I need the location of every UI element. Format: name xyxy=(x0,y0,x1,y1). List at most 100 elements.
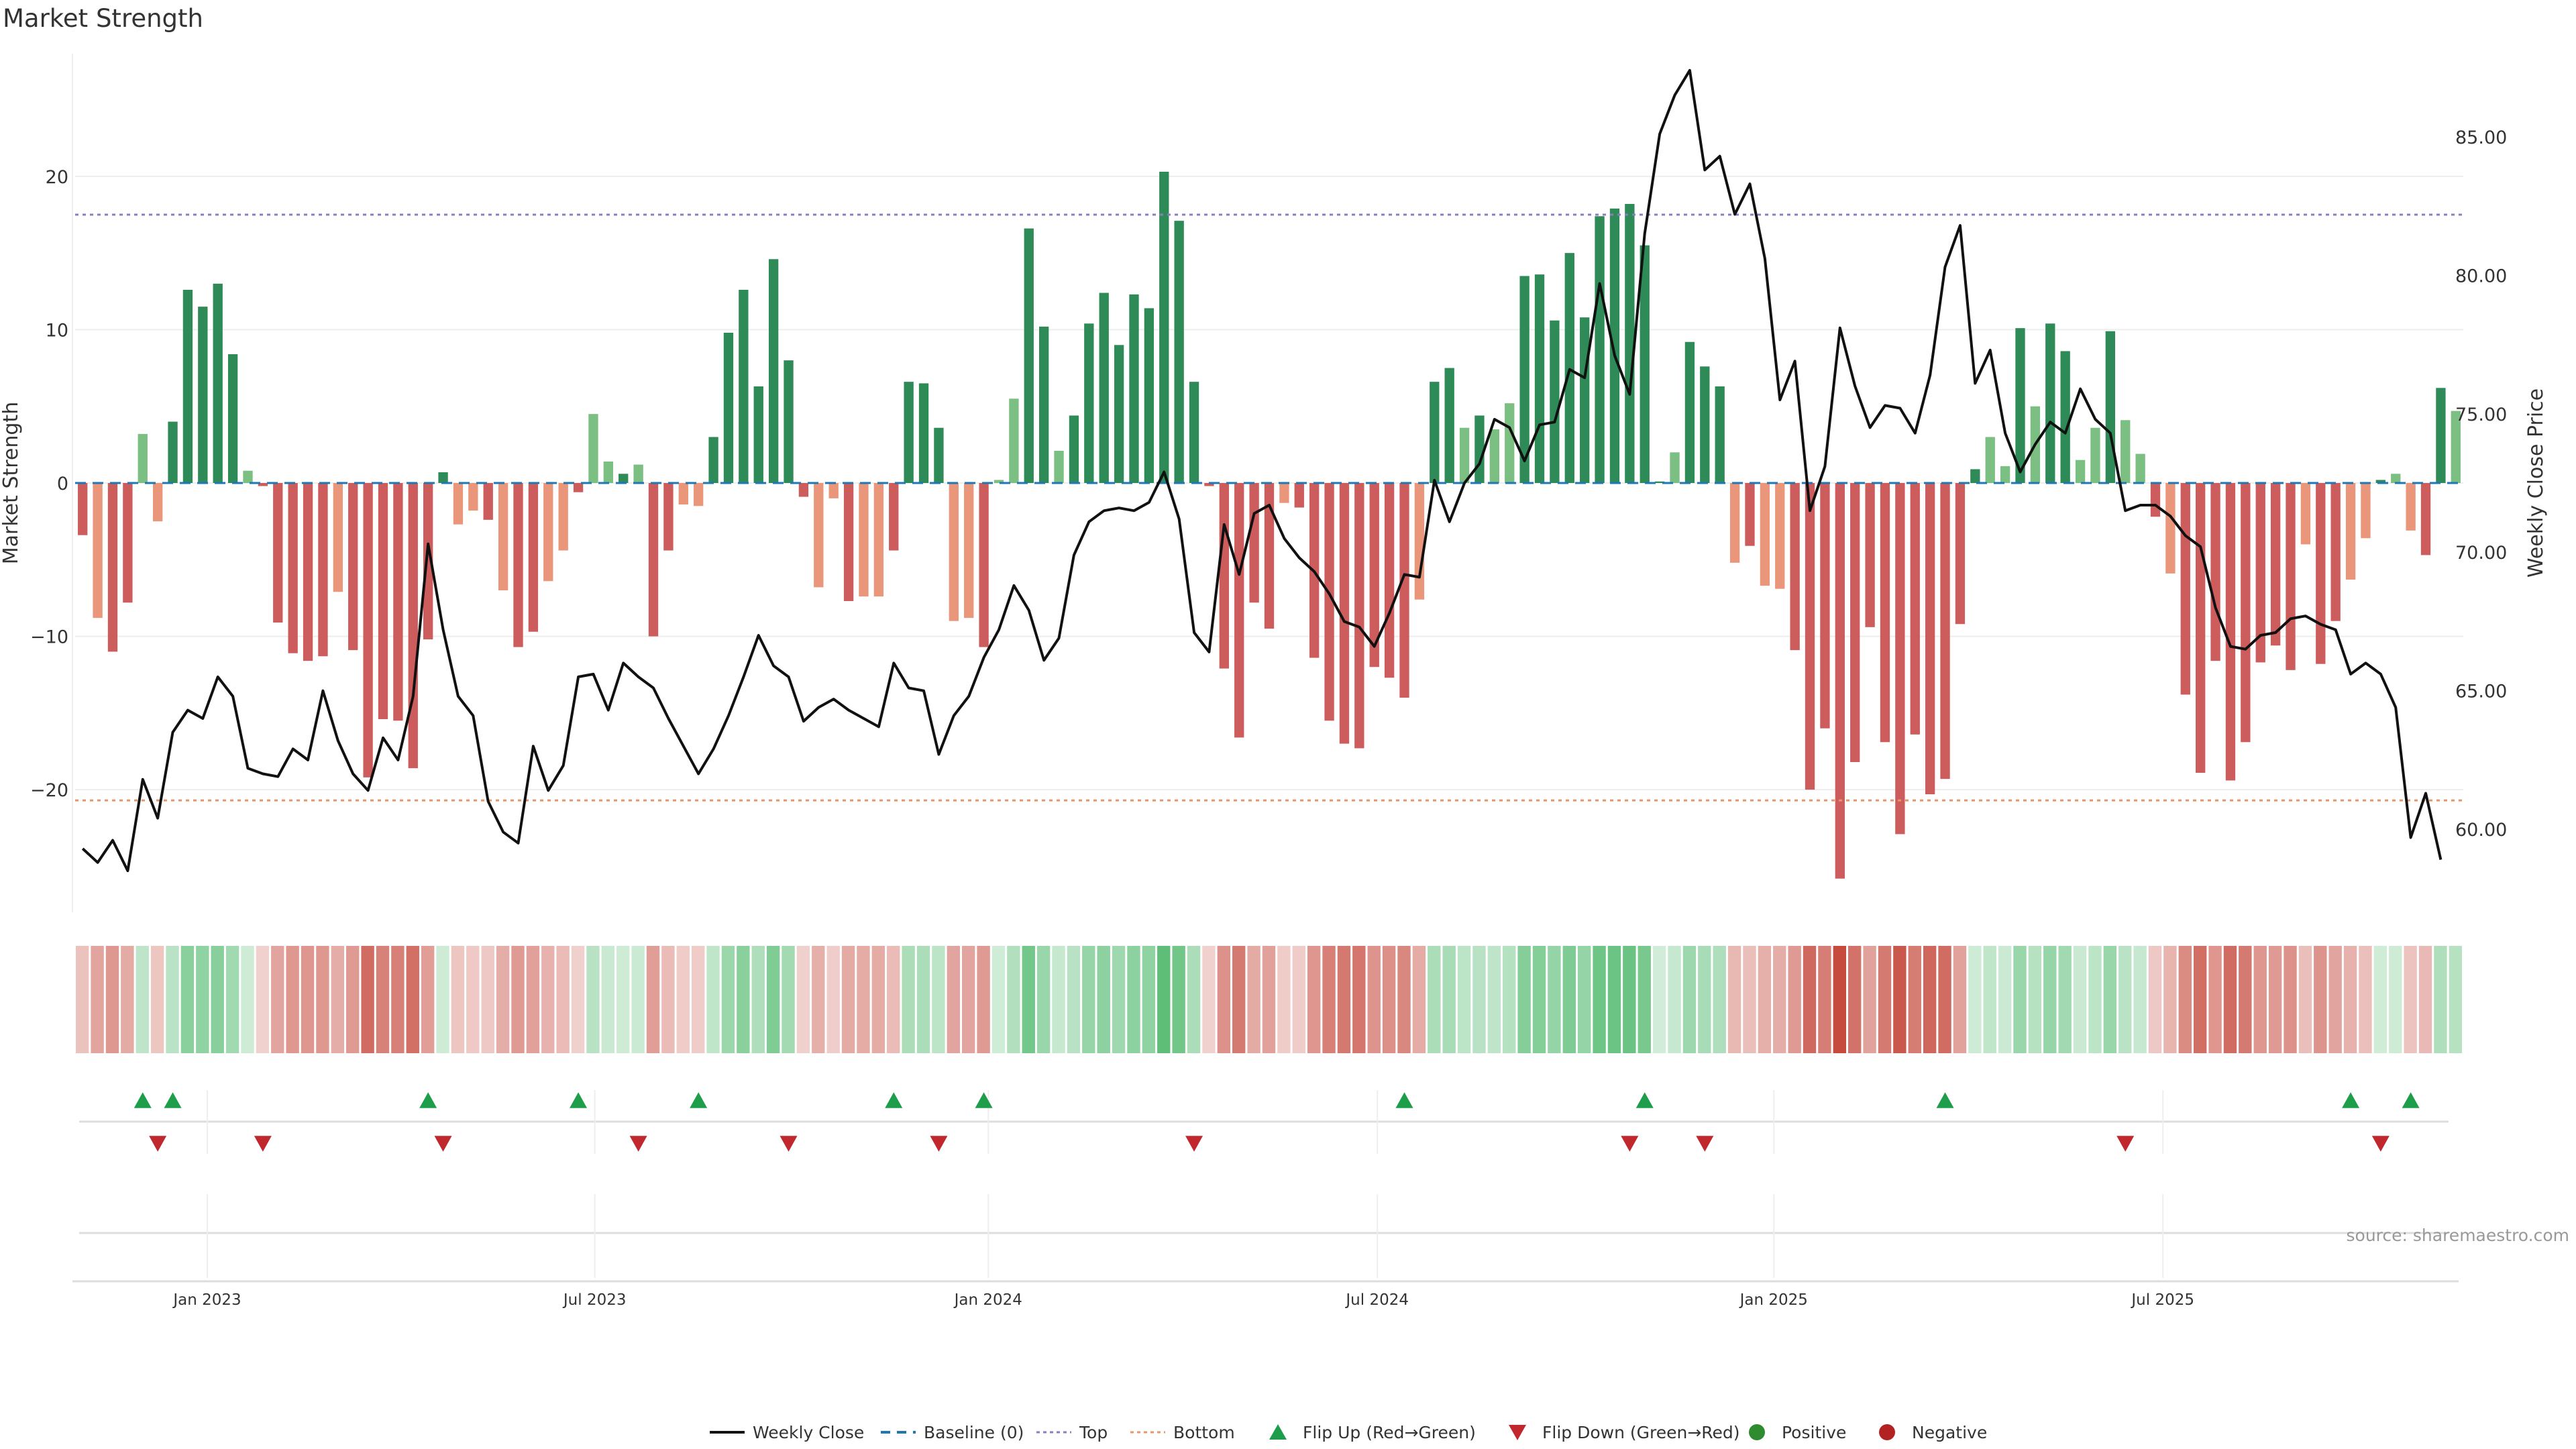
heat-cell xyxy=(451,946,465,1053)
legend-swatch-circle xyxy=(1879,1424,1895,1440)
heat-cell xyxy=(796,946,810,1053)
heat-cell xyxy=(1682,946,1697,1053)
strength-bar xyxy=(423,483,433,640)
heat-cell xyxy=(1668,946,1681,1053)
strength-bar xyxy=(859,483,869,597)
heat-cell xyxy=(2359,946,2372,1053)
strength-bar xyxy=(2255,483,2265,663)
strength-bar xyxy=(994,480,1004,483)
heat-cell xyxy=(1607,946,1621,1053)
heat-cell xyxy=(1638,946,1651,1053)
strength-heatmap-strip xyxy=(76,946,2462,1053)
heat-cell xyxy=(1036,946,1051,1053)
heat-cell xyxy=(1652,946,1666,1053)
heat-cell xyxy=(1457,946,1471,1053)
heat-cell xyxy=(721,946,735,1053)
left-tick-label: 10 xyxy=(46,320,68,341)
heat-cell xyxy=(932,946,945,1053)
flip-up-marker xyxy=(133,1092,152,1108)
empty-lower-panel xyxy=(72,1194,2459,1283)
heat-cell xyxy=(1247,946,1260,1053)
heat-cell xyxy=(196,946,209,1053)
heat-cell xyxy=(2314,946,2327,1053)
strength-bar xyxy=(1038,326,1049,483)
heat-cell xyxy=(1007,946,1020,1053)
strength-bar xyxy=(483,483,493,520)
flip-up-marker xyxy=(975,1092,993,1108)
heat-cell xyxy=(1938,946,1951,1053)
strength-bar xyxy=(1880,483,1890,743)
heat-cell xyxy=(1593,946,1606,1053)
heat-cell xyxy=(1097,946,1110,1053)
heat-cell xyxy=(601,946,615,1053)
strength-bar xyxy=(768,259,779,483)
heat-cell xyxy=(1022,946,1035,1053)
strength-bar xyxy=(2286,483,2296,670)
legend-label: Positive xyxy=(1782,1423,1846,1442)
heat-cell xyxy=(346,946,360,1053)
heat-cell xyxy=(466,946,480,1053)
heat-cell xyxy=(1112,946,1126,1053)
heat-cell xyxy=(871,946,885,1053)
heat-cell xyxy=(2389,946,2402,1053)
heat-cell xyxy=(751,946,765,1053)
heat-cell xyxy=(2073,946,2087,1053)
heat-cell xyxy=(166,946,179,1053)
flip-down-marker xyxy=(2116,1136,2135,1152)
heat-cell xyxy=(1382,946,1396,1053)
strength-bar xyxy=(2316,483,2326,664)
strength-bar xyxy=(182,290,193,483)
strength-bar xyxy=(243,470,253,483)
x-tick-label: Jul 2025 xyxy=(2130,1291,2194,1309)
strength-bar xyxy=(1700,366,1710,483)
strength-bar xyxy=(2361,483,2371,539)
strength-bar xyxy=(1339,483,1350,744)
flip-up-marker xyxy=(690,1092,708,1108)
heat-cell xyxy=(1352,946,1366,1053)
strength-bar xyxy=(138,433,148,483)
heat-cell xyxy=(1202,946,1216,1053)
flip-markers-panel xyxy=(79,1090,2449,1154)
heat-cell xyxy=(737,946,750,1053)
right-tick-label: 70.00 xyxy=(2455,543,2507,564)
strength-bar xyxy=(2345,483,2356,580)
heat-cell xyxy=(646,946,660,1053)
strength-bar xyxy=(2150,483,2161,517)
strength-bar xyxy=(1564,253,1574,483)
heat-cell xyxy=(1623,946,1636,1053)
x-tick-label: Jan 2025 xyxy=(1739,1291,1808,1309)
heat-cell xyxy=(436,946,449,1053)
strength-bar xyxy=(1745,483,1755,546)
strength-bar xyxy=(1369,483,1379,667)
heat-cell xyxy=(1908,946,1921,1053)
strength-bar xyxy=(873,483,884,597)
strength-bar xyxy=(1069,415,1079,483)
heat-cell xyxy=(1953,946,1967,1053)
price-series xyxy=(81,68,2443,873)
strength-bar xyxy=(1519,276,1529,483)
heat-cell xyxy=(256,946,270,1053)
strength-bar xyxy=(2225,483,2236,781)
strength-bar xyxy=(2406,483,2416,531)
strength-bar xyxy=(723,333,734,483)
x-tick-label: Jul 2024 xyxy=(1344,1291,1409,1309)
heat-cell xyxy=(1983,946,1996,1053)
strength-bar xyxy=(378,483,388,719)
strength-bar xyxy=(1234,483,1244,738)
strength-bar xyxy=(1670,452,1680,483)
right-axis-ticks: 85.00 80.00 75.00 70.00 65.00 60.00 xyxy=(2455,127,2507,841)
strength-bar xyxy=(303,483,313,661)
strength-bar xyxy=(2000,466,2010,483)
strength-bar xyxy=(663,483,674,551)
heat-cell xyxy=(1172,946,1185,1053)
strength-bar xyxy=(393,483,403,721)
heat-cell xyxy=(586,946,600,1053)
heat-cell xyxy=(631,946,645,1053)
heat-cell xyxy=(812,946,825,1053)
heat-cell xyxy=(2268,946,2282,1053)
heat-cell xyxy=(2449,946,2462,1053)
strength-bar xyxy=(333,483,343,592)
flip-down-marker xyxy=(434,1136,452,1152)
strength-bar xyxy=(227,354,238,483)
